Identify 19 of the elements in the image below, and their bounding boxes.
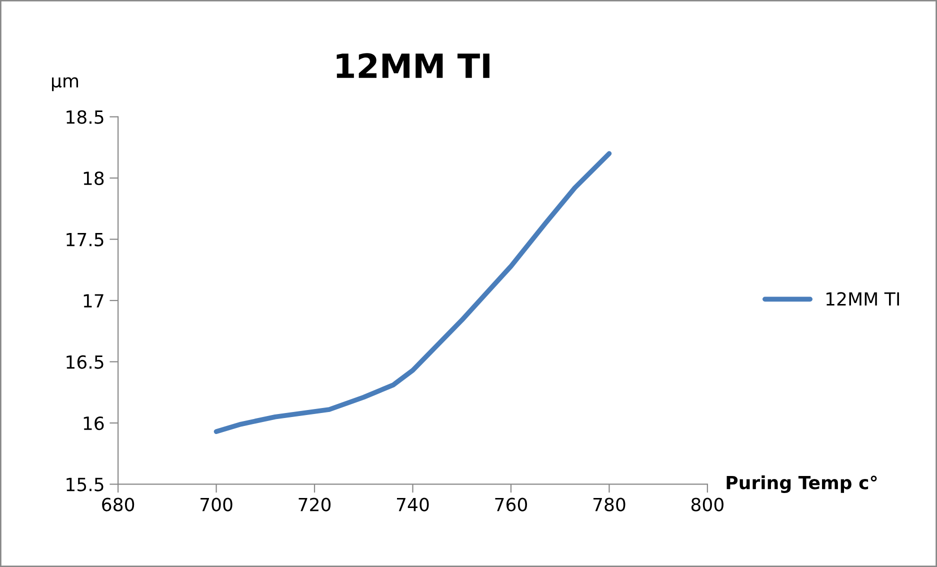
legend-label: 12MM TI bbox=[826, 292, 899, 306]
y-tick-label: 15.5 bbox=[66, 478, 104, 492]
x-tick-label: 740 bbox=[397, 498, 429, 512]
chart-title: 12MM TI bbox=[336, 53, 490, 78]
line-series bbox=[214, 151, 612, 434]
y-tick-label: 18.5 bbox=[66, 110, 104, 124]
x-tick-label: 700 bbox=[200, 498, 232, 512]
x-tick-label: 760 bbox=[495, 498, 528, 512]
y-tick-label: 16 bbox=[84, 416, 104, 430]
x-axis-title: Puring Temp c° bbox=[726, 475, 877, 494]
y-tick-label: 17.5 bbox=[66, 232, 104, 246]
x-tick-label: 800 bbox=[691, 498, 724, 512]
y-tick-label: 16.5 bbox=[66, 355, 104, 369]
x-tick-label: 720 bbox=[298, 498, 331, 512]
x-tick-label: 680 bbox=[102, 498, 134, 512]
x-tick-label: 780 bbox=[593, 498, 626, 512]
y-tick-label: 17 bbox=[84, 294, 104, 308]
y-axis-title: µm bbox=[52, 77, 78, 92]
y-tick-label: 18 bbox=[84, 171, 104, 186]
